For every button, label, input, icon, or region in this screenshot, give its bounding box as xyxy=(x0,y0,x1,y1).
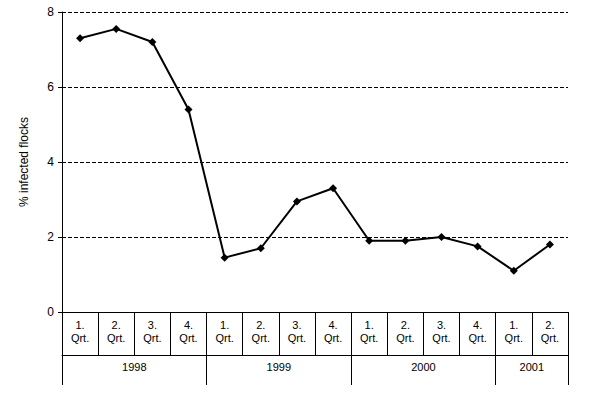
svg-text:Qrt.: Qrt. xyxy=(71,332,89,344)
svg-text:6: 6 xyxy=(47,80,54,94)
svg-text:Qrt.: Qrt. xyxy=(432,332,450,344)
svg-text:Qrt.: Qrt. xyxy=(252,332,270,344)
svg-text:Qrt.: Qrt. xyxy=(468,332,486,344)
svg-text:1.: 1. xyxy=(509,319,518,331)
svg-text:% infected flocks: % infected flocks xyxy=(17,117,31,207)
svg-text:4.: 4. xyxy=(473,319,482,331)
svg-text:Qrt.: Qrt. xyxy=(143,332,161,344)
svg-text:Qrt.: Qrt. xyxy=(360,332,378,344)
svg-text:Qrt.: Qrt. xyxy=(396,332,414,344)
svg-text:2: 2 xyxy=(47,230,54,244)
svg-text:Qrt.: Qrt. xyxy=(215,332,233,344)
svg-text:Qrt.: Qrt. xyxy=(179,332,197,344)
svg-text:Qrt.: Qrt. xyxy=(324,332,342,344)
svg-text:3.: 3. xyxy=(148,319,157,331)
svg-text:Qrt.: Qrt. xyxy=(107,332,125,344)
svg-text:2000: 2000 xyxy=(411,361,435,373)
svg-text:3.: 3. xyxy=(437,319,446,331)
svg-text:4: 4 xyxy=(47,155,54,169)
svg-text:4.: 4. xyxy=(328,319,337,331)
svg-text:0: 0 xyxy=(47,305,54,319)
svg-text:1998: 1998 xyxy=(122,361,146,373)
svg-text:Qrt.: Qrt. xyxy=(288,332,306,344)
svg-text:1.: 1. xyxy=(220,319,229,331)
svg-text:8: 8 xyxy=(47,5,54,19)
svg-text:Qrt.: Qrt. xyxy=(505,332,523,344)
svg-text:2.: 2. xyxy=(401,319,410,331)
svg-text:4.: 4. xyxy=(184,319,193,331)
svg-text:2.: 2. xyxy=(256,319,265,331)
svg-text:1999: 1999 xyxy=(267,361,291,373)
svg-text:2.: 2. xyxy=(112,319,121,331)
svg-text:Qrt.: Qrt. xyxy=(541,332,559,344)
svg-text:2.: 2. xyxy=(545,319,554,331)
svg-text:2001: 2001 xyxy=(520,361,544,373)
svg-text:3.: 3. xyxy=(292,319,301,331)
svg-text:1.: 1. xyxy=(75,319,84,331)
svg-text:1.: 1. xyxy=(365,319,374,331)
